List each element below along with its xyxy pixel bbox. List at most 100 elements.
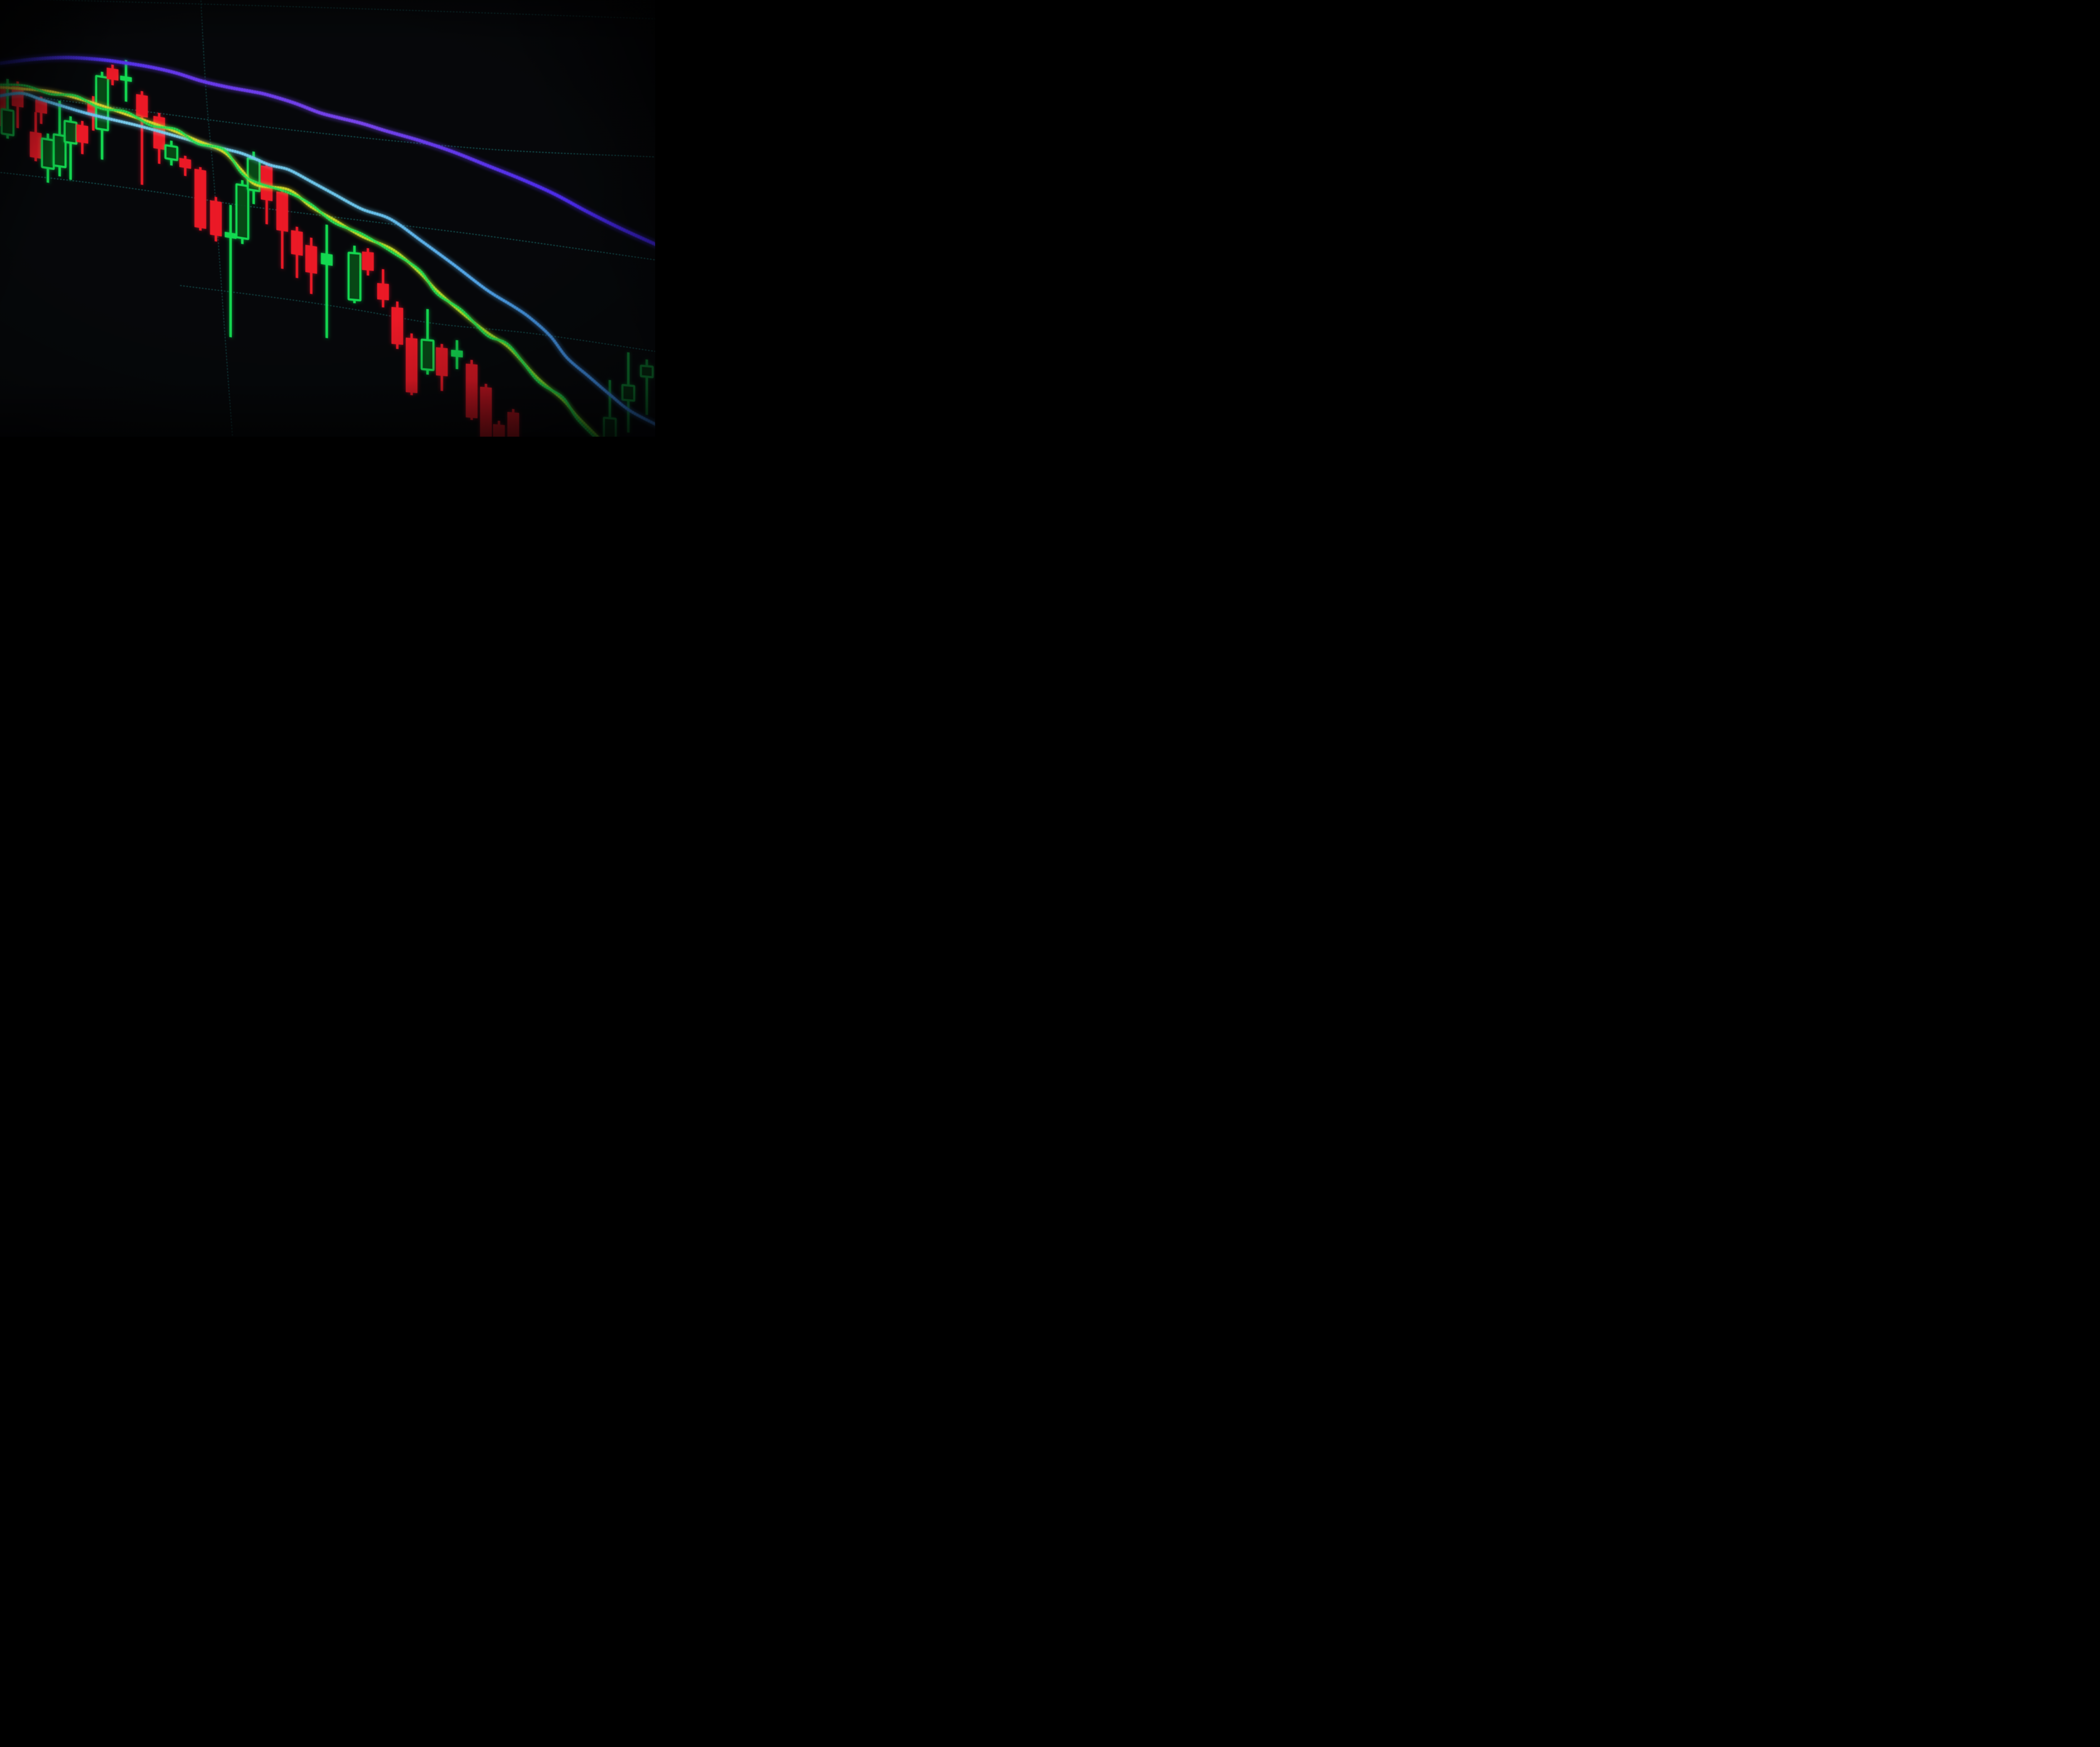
candle-wick (47, 168, 49, 183)
grid-h4 (180, 285, 655, 352)
candle-body-bearish (276, 191, 288, 232)
candle-wick (101, 129, 103, 160)
candle-wick (111, 79, 114, 86)
candle-wick (485, 383, 487, 388)
candle-body-bearish (362, 251, 374, 271)
candle-body-hollow (640, 365, 654, 378)
candle-wick (426, 309, 429, 341)
candle-body-bearish (107, 67, 118, 81)
candle-wick (396, 344, 399, 349)
ma-yellow (0, 86, 599, 437)
candle-body-bearish (76, 124, 88, 144)
candle-body-doji (321, 252, 333, 266)
candlestick-chart (0, 0, 655, 437)
candle-body-hollow (63, 120, 78, 145)
candle-body-bearish (436, 347, 448, 377)
candle-body-bearish (507, 412, 519, 437)
candle-body-hollow (347, 252, 362, 302)
candle-wick (58, 166, 61, 177)
trading-screen-photo (0, 0, 655, 437)
candle-wick (34, 112, 37, 133)
candle (480, 383, 492, 437)
candle-wick (34, 157, 37, 162)
candle-wick (410, 333, 413, 338)
candle-body-bearish (179, 157, 191, 169)
candle-wick (229, 238, 232, 338)
candle (136, 91, 148, 185)
candle (406, 333, 417, 396)
candle-wick (441, 375, 443, 391)
candle-body-bearish (305, 244, 317, 274)
candle (276, 189, 288, 269)
candle (261, 163, 273, 225)
candle (347, 245, 362, 304)
candle-wick (81, 121, 84, 126)
candle-wick (184, 168, 186, 176)
candle (41, 133, 55, 183)
grid-h1 (32, 0, 655, 20)
candle-body-bearish (391, 307, 403, 345)
candle-wick (265, 200, 268, 225)
candle (640, 359, 654, 415)
candle-wick (326, 224, 328, 254)
candle-wick (125, 81, 127, 102)
candle (493, 420, 505, 437)
candle-wick (382, 299, 384, 308)
candle-wick (498, 420, 500, 425)
candle-wick (199, 228, 202, 231)
candle-wick (158, 149, 160, 164)
candle-wick (111, 64, 114, 69)
candle-body-bearish (194, 168, 206, 229)
candle-wick (456, 357, 458, 370)
candle-body-hollow (41, 137, 55, 170)
candle-body-doji (225, 231, 236, 239)
candle (377, 269, 389, 308)
candle (466, 359, 478, 420)
candle-body-hollow (0, 108, 15, 136)
candle-wick (310, 237, 312, 246)
candle-wick (512, 409, 514, 413)
candle-wick (441, 344, 443, 348)
ma-green-halo (0, 83, 596, 437)
candle-wick (16, 106, 19, 129)
candle (391, 301, 403, 349)
candle-wick (410, 392, 413, 396)
candle-body-bearish (377, 283, 389, 301)
candle-body-bearish (493, 424, 505, 437)
candle-wick (396, 301, 399, 308)
candle-wick (229, 205, 232, 233)
candle-body-hollow (603, 417, 617, 437)
candle (153, 113, 165, 164)
candle-body-bearish (210, 200, 222, 237)
candle-wick (326, 265, 328, 338)
ma-green-glow (0, 82, 598, 437)
candle (362, 248, 374, 276)
candle-wick (158, 113, 160, 117)
candle-body-hollow (235, 183, 249, 240)
candle-wick (252, 190, 255, 205)
candle-wick (382, 269, 384, 284)
candle-wick (141, 91, 143, 95)
candle-body-hollow (164, 144, 178, 161)
ma-yellow-glow (0, 84, 602, 437)
candle-wick (310, 273, 312, 294)
candle (225, 205, 236, 338)
candle (179, 155, 191, 176)
candle (210, 197, 222, 242)
candle-wick (296, 254, 298, 278)
candle-wick (281, 231, 284, 269)
candle-wick (215, 197, 217, 202)
candle-body-bearish (291, 230, 303, 256)
candle (451, 340, 463, 370)
candle-body-bearish (30, 131, 42, 159)
candle (507, 409, 519, 437)
candle (321, 224, 333, 338)
candle-wick (184, 155, 186, 159)
candle-wick (367, 248, 369, 252)
candle (420, 309, 435, 375)
candle-wick (627, 352, 630, 386)
ma-green (0, 84, 596, 437)
candle (194, 167, 206, 231)
candle (164, 140, 178, 166)
candle-body-bearish (466, 363, 478, 419)
